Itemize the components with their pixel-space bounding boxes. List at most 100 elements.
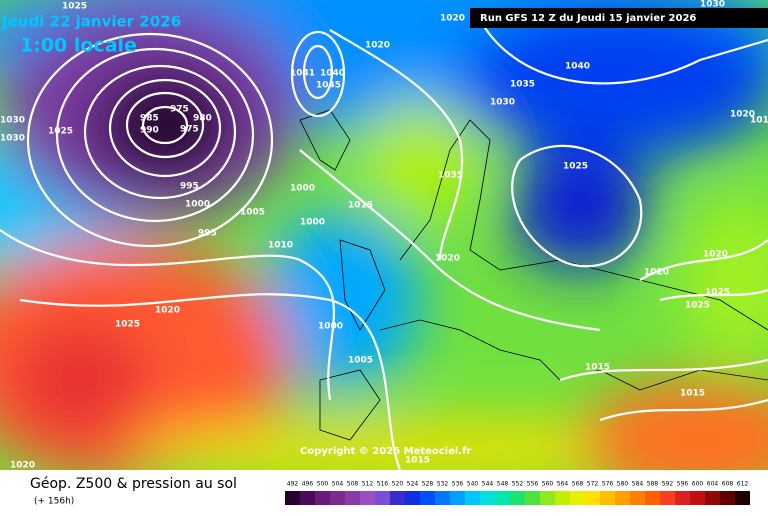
colorbar-swatch — [360, 491, 375, 505]
colorbar-swatch — [570, 491, 585, 505]
colorbar-swatch — [555, 491, 570, 505]
isobar-label: 980 — [193, 114, 212, 124]
isobar-label: 1020 — [644, 268, 669, 278]
colorbar-label: 536 — [452, 481, 464, 488]
colorbar-label: 560 — [542, 481, 554, 488]
isobar-label: 1025 — [62, 2, 87, 12]
isobar-label: 1030 — [0, 134, 25, 144]
isobar-label: 1015 — [348, 201, 373, 211]
colorbar-label: 584 — [632, 481, 644, 488]
isobar-label: 995 — [198, 229, 217, 239]
colorbar-label: 516 — [377, 481, 389, 488]
colorbar-label: 600 — [692, 481, 704, 488]
colorbar-swatch — [300, 491, 315, 505]
isobar-label: 1000 — [290, 184, 315, 194]
isobar-label: 1040 — [320, 69, 345, 79]
isobar-label: 1040 — [565, 62, 590, 72]
colorbar-label: 556 — [527, 481, 539, 488]
isobar-label: 1020 — [435, 254, 460, 264]
isobar-label: 1020 — [10, 461, 35, 471]
colorbar-label: 552 — [512, 481, 524, 488]
isobar-label: 1000 — [300, 218, 325, 228]
copyright: Copyright © 2026 Meteociel.fr — [300, 446, 471, 457]
colorbar-swatch — [720, 491, 735, 505]
colorbar-label: 540 — [467, 481, 479, 488]
isobar-label: 1020 — [155, 306, 180, 316]
colorbar-label: 500 — [317, 481, 329, 488]
colorbar-swatch — [525, 491, 540, 505]
isobars — [0, 19, 768, 470]
colorbar-label: 504 — [332, 481, 344, 488]
colorbar: 492 496 500 504 508 512 516 520 524 528 532 536 540 5… — [285, 481, 750, 505]
colorbar-label: 508 — [347, 481, 359, 488]
colorbar-label: 524 — [407, 481, 419, 488]
colorbar-swatch — [705, 491, 720, 505]
colorbar-label: 576 — [602, 481, 614, 488]
isobar-label: 1000 — [318, 322, 343, 332]
footer-title: Géop. Z500 & pression au sol — [30, 476, 237, 492]
run-box — [470, 8, 768, 28]
isobar-label: 990 — [140, 126, 159, 136]
colorbar-swatch — [735, 491, 750, 505]
isobar-label: 1010 — [268, 241, 293, 251]
colorbar-label: 528 — [422, 481, 434, 488]
colorbar-swatch — [600, 491, 615, 505]
colorbar-swatch — [630, 491, 645, 505]
isobar-label: 1030 — [0, 116, 25, 126]
isobar-label: 1025 — [115, 320, 140, 330]
colorbar-label: 564 — [557, 481, 569, 488]
isobar-label: 975 — [180, 125, 199, 135]
colorbar-label: 568 — [572, 481, 584, 488]
colorbar-label: 608 — [722, 481, 734, 488]
colorbar-swatch — [690, 491, 705, 505]
colorbar-label: 512 — [362, 481, 374, 488]
colorbar-label: 572 — [587, 481, 599, 488]
isobar-label: 1020 — [365, 41, 390, 51]
isobar-label: 1020 — [440, 14, 465, 24]
colorbar-swatch — [645, 491, 660, 505]
colorbar-label: 592 — [662, 481, 674, 488]
isobar-label: 1030 — [490, 98, 515, 108]
isobar-label: 1035 — [510, 80, 535, 90]
isobar-label: 1020 — [730, 110, 755, 120]
isobar-label: 1015 — [585, 363, 610, 373]
colorbar-swatch — [450, 491, 465, 505]
run-info: Run GFS 12 Z du Jeudi 15 janvier 2026 — [480, 13, 696, 24]
colorbar-label: 612 — [737, 481, 749, 488]
colorbar-label: 596 — [677, 481, 689, 488]
colorbar-swatch — [405, 491, 420, 505]
isobar-label: 1005 — [240, 208, 265, 218]
isobar-label: 1020 — [703, 250, 728, 260]
isobar-label: 1025 — [705, 288, 730, 298]
colorbar-swatch — [330, 491, 345, 505]
isobar-label: 1041 — [290, 69, 315, 79]
colorbar-label: 548 — [497, 481, 509, 488]
isobar-label: 1025 — [685, 301, 710, 311]
colorbar-swatch — [345, 491, 360, 505]
colorbar-swatch — [375, 491, 390, 505]
footer-subtitle: (+ 156h) — [34, 497, 74, 507]
isobar-label: 975 — [170, 105, 189, 115]
isobar-label: 1005 — [348, 356, 373, 366]
isobar-label: 1025 — [563, 162, 588, 172]
colorbar-swatch — [480, 491, 495, 505]
map-field — [0, 0, 768, 470]
isobar-label: 1025 — [48, 127, 73, 137]
colorbar-swatch — [585, 491, 600, 505]
isobar-label: 1035 — [438, 171, 463, 181]
isobar-label: 1030 — [700, 0, 725, 10]
isobar-label: 1015 — [750, 116, 768, 126]
colorbar-label: 580 — [617, 481, 629, 488]
colorbar-swatch — [540, 491, 555, 505]
colorbar-label: 544 — [482, 481, 494, 488]
colorbar-label: 496 — [302, 481, 314, 488]
colorbar-swatch — [465, 491, 480, 505]
colorbar-label: 588 — [647, 481, 659, 488]
colorbar-label: 520 — [392, 481, 404, 488]
colorbar-label: 532 — [437, 481, 449, 488]
isobar-label: 1015 — [680, 389, 705, 399]
isobar-label: 1015 — [405, 456, 430, 466]
colorbar-swatch — [435, 491, 450, 505]
colorbar-swatch — [510, 491, 525, 505]
